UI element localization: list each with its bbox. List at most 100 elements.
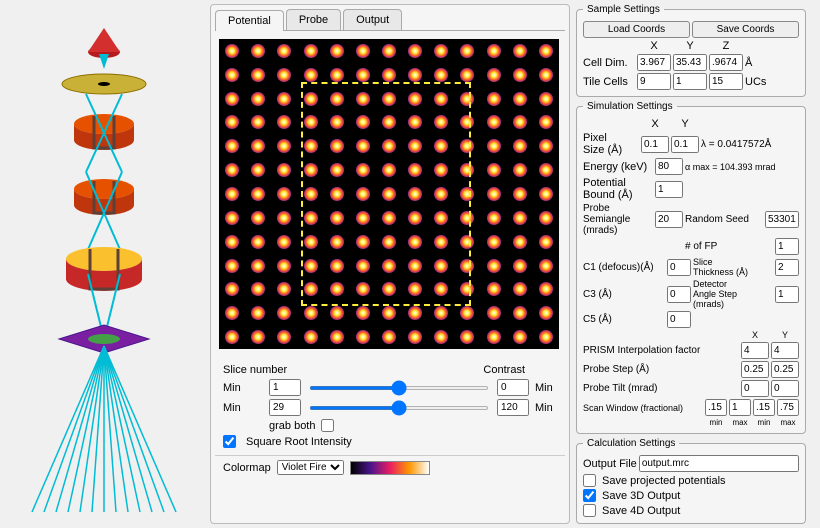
prism-x[interactable] [741,342,769,359]
celldim-z[interactable] [709,54,743,71]
tile-y[interactable] [673,73,707,90]
prism-y[interactable] [771,342,799,359]
pixel-y[interactable] [671,136,699,153]
celldim-label: Cell Dim. [583,57,635,69]
scan-ymax[interactable] [777,399,799,416]
probe-box-overlay [301,82,471,305]
c1-field[interactable] [667,259,691,276]
slice-min1-value[interactable] [269,379,301,396]
potbound-field[interactable] [655,181,683,198]
tile-label: Tile Cells [583,76,635,88]
seed-field[interactable] [765,211,799,228]
slice-min2-slider[interactable] [309,406,489,410]
celldim-unit: Å [745,57,752,69]
colormap-row: Colormap Violet Fire [215,455,565,479]
save-3d-checkbox[interactable] [583,489,596,502]
ptilt-y[interactable] [771,380,799,397]
pstep-x[interactable] [741,361,769,378]
schematic-svg [14,14,194,514]
c3-field[interactable] [667,286,691,303]
tab-output[interactable]: Output [343,9,402,30]
save-coords-button[interactable]: Save Coords [692,21,799,38]
sim-legend: Simulation Settings [583,101,677,112]
output-file-label: Output File [583,458,637,470]
sim-col-x: X [641,118,669,130]
save-4d-label: Save 4D Output [602,505,680,517]
sample-settings: Sample Settings Load Coords Save Coords … [576,4,806,97]
slice-min2-value[interactable] [269,399,301,416]
celldim-x[interactable] [637,54,671,71]
ptilt-label: Probe Tilt (mrad) [583,383,739,394]
energy-label: Energy (keV) [583,161,653,173]
right-panel: Sample Settings Load Coords Save Coords … [576,4,806,524]
pstep-label: Probe Step (Å) [583,364,739,375]
c5-field[interactable] [667,311,691,328]
fp-label: # of FP [685,241,773,252]
sim-col-y: Y [671,118,699,130]
alpha-text: α max = 104.393 mrad [685,162,776,172]
pstep-y[interactable] [771,361,799,378]
lambda-text: λ = 0.0417572Å [701,139,771,150]
contrast-min1-value[interactable] [497,379,529,396]
tab-probe[interactable]: Probe [286,9,341,30]
grab-both-checkbox[interactable] [321,419,334,432]
c3-label: C3 (Å) [583,289,665,300]
tab-potential[interactable]: Potential [215,10,284,31]
calculation-settings: Calculation Settings Output File Save pr… [576,438,806,524]
scan-sub-1: max [729,418,751,427]
potential-viewer[interactable] [219,39,559,349]
fp-field[interactable] [775,238,799,255]
save-proj-pot-checkbox[interactable] [583,474,596,487]
celldim-y[interactable] [673,54,707,71]
semi-label: Probe Semiangle (mrads) [583,203,653,236]
contrast-min2-value[interactable] [497,399,529,416]
sqrt-intensity-label: Square Root Intensity [246,436,352,448]
slice-thick-field[interactable] [775,259,799,276]
colormap-select[interactable]: Violet Fire [277,460,344,475]
scan-sub-2: min [753,418,775,427]
pixel-x[interactable] [641,136,669,153]
contrast-min1-label: Min [535,382,557,394]
scan-xmax[interactable] [729,399,751,416]
contrast-label: Contrast [483,364,525,376]
microscope-schematic [4,4,204,524]
simulation-settings: Simulation Settings X Y Pixel Size (Å) λ… [576,101,806,434]
scan-xmin[interactable] [705,399,727,416]
col-z: Z [709,40,743,52]
detang-field[interactable] [775,286,799,303]
contrast-min2-label: Min [535,402,557,414]
colormap-label: Colormap [223,462,271,474]
save-proj-pot-label: Save projected potentials [602,475,726,487]
slice-min1-slider[interactable] [309,386,489,390]
c5-label: C5 (Å) [583,314,665,325]
center-panel: Potential Probe Output Slice number Cont… [210,4,570,524]
load-coords-button[interactable]: Load Coords [583,21,690,38]
output-file-field[interactable] [639,455,799,472]
slice-min1-label: Min [223,382,263,394]
potbound-label: Potential Bound (Å) [583,177,653,201]
seed-label: Random Seed [685,214,763,225]
colormap-strip [350,461,430,475]
tile-z[interactable] [709,73,743,90]
energy-field[interactable] [655,158,683,175]
tabs: Potential Probe Output [215,9,565,31]
calc-legend: Calculation Settings [583,438,679,449]
tile-x[interactable] [637,73,671,90]
sample-legend: Sample Settings [583,4,664,15]
ptilt-x[interactable] [741,380,769,397]
sqrt-intensity-checkbox[interactable] [223,435,236,448]
pixel-label: Pixel Size (Å) [583,132,639,156]
slice-thick-label: Slice Thickness (Å) [693,257,773,277]
slice-min2-label: Min [223,402,263,414]
prism-label: PRISM Interpolation factor [583,345,739,356]
c1-label: C1 (defocus)(Å) [583,262,665,273]
tile-unit: UCs [745,76,766,88]
scan-label: Scan Window (fractional) [583,403,703,413]
scan-ymin[interactable] [753,399,775,416]
scan-sub-0: min [705,418,727,427]
save-4d-checkbox[interactable] [583,504,596,517]
grab-both-label: grab both [269,420,315,432]
detang-label: Detector Angle Step (mrads) [693,279,773,309]
slice-number-label: Slice number [223,364,477,376]
semi-field[interactable] [655,211,683,228]
